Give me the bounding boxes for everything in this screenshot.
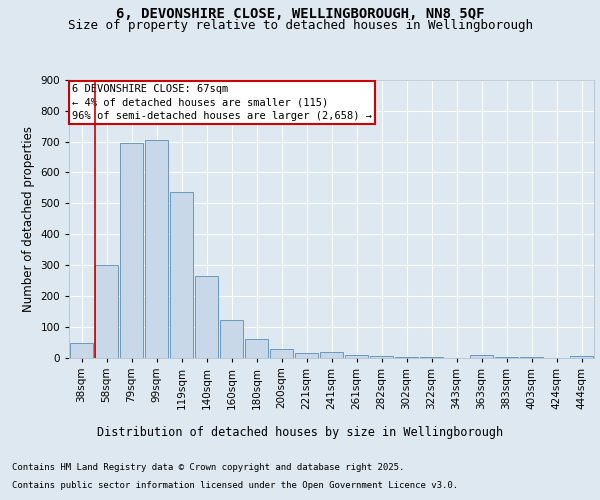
Text: Size of property relative to detached houses in Wellingborough: Size of property relative to detached ho… xyxy=(67,19,533,32)
Bar xyxy=(420,357,443,358)
Bar xyxy=(95,264,118,358)
Bar xyxy=(345,354,368,358)
Bar xyxy=(220,320,243,358)
Bar xyxy=(170,192,193,358)
Bar xyxy=(320,352,343,358)
Bar xyxy=(495,356,518,358)
Text: 6, DEVONSHIRE CLOSE, WELLINGBOROUGH, NN8 5QF: 6, DEVONSHIRE CLOSE, WELLINGBOROUGH, NN8… xyxy=(116,8,484,22)
Bar xyxy=(370,356,393,358)
Bar xyxy=(470,355,493,358)
Text: Contains public sector information licensed under the Open Government Licence v3: Contains public sector information licen… xyxy=(12,481,458,490)
Bar xyxy=(395,357,418,358)
Text: 6 DEVONSHIRE CLOSE: 67sqm
← 4% of detached houses are smaller (115)
96% of semi-: 6 DEVONSHIRE CLOSE: 67sqm ← 4% of detach… xyxy=(71,84,371,120)
Text: Distribution of detached houses by size in Wellingborough: Distribution of detached houses by size … xyxy=(97,426,503,439)
Bar xyxy=(570,356,593,358)
Y-axis label: Number of detached properties: Number of detached properties xyxy=(22,126,35,312)
Bar xyxy=(295,353,318,358)
Bar xyxy=(120,143,143,358)
Bar xyxy=(70,342,93,357)
Bar xyxy=(270,349,293,358)
Bar xyxy=(195,276,218,357)
Bar xyxy=(245,339,268,357)
Bar xyxy=(145,140,168,358)
Text: Contains HM Land Registry data © Crown copyright and database right 2025.: Contains HM Land Registry data © Crown c… xyxy=(12,464,404,472)
